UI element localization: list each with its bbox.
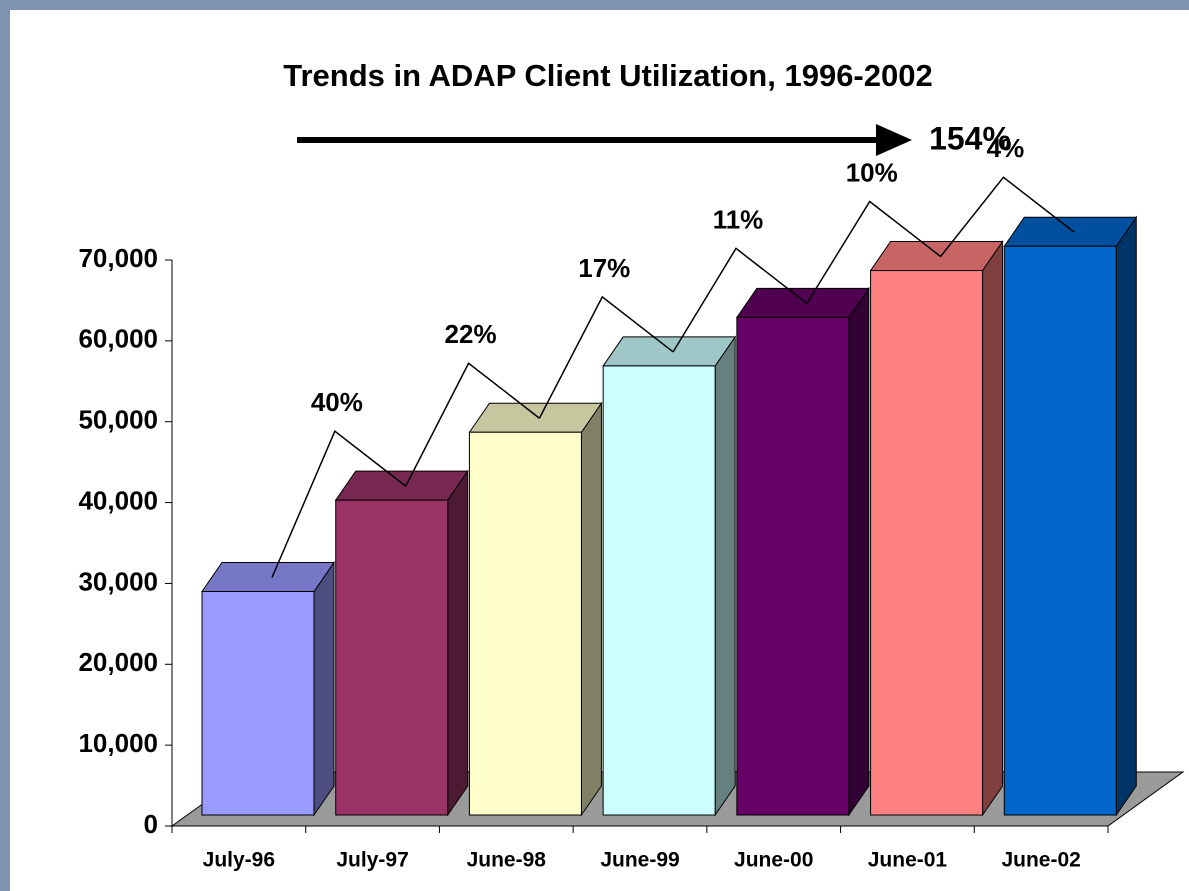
y-tick-label: 70,000 [78,243,158,273]
x-tick-label: June-99 [600,849,679,872]
bar-side [982,239,1004,817]
bar-top [735,287,870,318]
bar-side [1115,215,1137,817]
x-tick-label: June-01 [868,849,948,872]
growth-label: 4% [987,133,1025,163]
annotation-connector [806,200,942,304]
bar-side [848,286,870,817]
total-growth: 154% [929,120,1011,156]
bar [335,499,449,816]
bar-side [447,469,469,817]
y-tick-label: 60,000 [78,324,158,354]
bar-top [1003,216,1138,247]
y-tick-label: 50,000 [78,405,158,435]
x-tick-label: July-96 [203,849,275,872]
annotation-connector [538,295,674,419]
bar-side [580,401,602,817]
bar [201,591,315,816]
bar [602,365,716,816]
annotation-connector [939,176,1075,257]
annotation-connector [271,429,407,578]
growth-arrowhead [876,124,912,156]
y-tick-label: 0 [144,809,158,839]
growth-label: 10% [846,157,898,187]
x-tick-label: June-02 [1001,849,1080,872]
x-tick-label: July-97 [336,849,408,872]
growth-label: 11% [713,204,764,234]
bar [1003,245,1117,816]
y-tick-label: 30,000 [78,566,158,596]
chart-title: Trends in ADAP Client Utilization, 1996-… [283,58,932,93]
growth-label: 17% [578,253,630,283]
bar-side [313,560,335,817]
growth-label: 40% [311,387,363,417]
bar [870,270,984,816]
annotation-connector [672,247,808,353]
y-tick-label: 40,000 [78,485,158,515]
bar-top [869,241,1004,272]
bar-top [201,562,335,593]
bar [736,316,850,816]
x-tick-label: June-00 [734,849,813,872]
bar-top [602,336,737,367]
growth-label: 22% [445,319,497,349]
bar-top [334,470,469,501]
x-tick-label: June-98 [467,849,547,872]
y-tick-label: 20,000 [78,647,158,677]
bar-top [468,402,603,433]
y-tick-label: 10,000 [78,728,158,758]
bar-side [714,335,736,817]
annotation-connector [405,362,540,487]
bar [468,431,582,816]
